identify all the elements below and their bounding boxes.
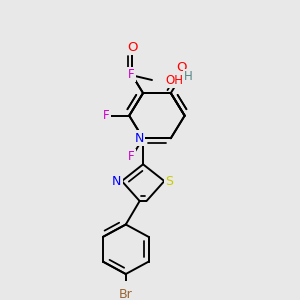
Text: F: F <box>128 68 135 81</box>
Text: F: F <box>128 150 135 163</box>
Text: O: O <box>127 41 137 54</box>
Text: OH: OH <box>166 74 184 86</box>
Text: N: N <box>134 132 144 145</box>
Text: N: N <box>112 175 122 188</box>
Text: S: S <box>165 175 173 188</box>
Text: F: F <box>103 109 110 122</box>
Text: H: H <box>184 70 192 83</box>
Text: O: O <box>176 61 187 74</box>
Text: Br: Br <box>119 288 133 300</box>
